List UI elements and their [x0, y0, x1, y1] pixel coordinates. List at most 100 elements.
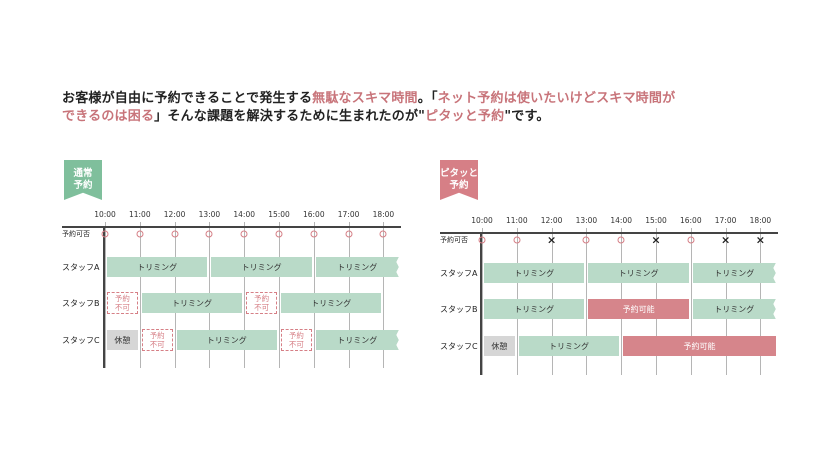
bar-text: トリミング: [618, 268, 659, 278]
grid-line: [586, 228, 588, 375]
bar-text: 予約: [149, 331, 165, 340]
time-label: 16:00: [302, 210, 325, 219]
headline-text: 。「: [417, 91, 438, 106]
schedule-bar-trim: トリミング: [484, 263, 585, 283]
bar-text: トリミング: [337, 335, 378, 345]
availability-label: 予約可否: [440, 236, 468, 244]
bar-text: 不可: [149, 340, 165, 349]
bar-text: 休憩: [491, 341, 508, 351]
bar-text: トリミング: [337, 262, 378, 272]
panel-tag-line: 予約: [449, 180, 469, 191]
schedule-bar-trim: トリミング: [518, 336, 620, 356]
time-label: 18:00: [372, 210, 395, 219]
unavailable-cross-icon: ×: [720, 233, 731, 247]
bar-text: 不可: [114, 303, 130, 312]
available-circle-icon: [379, 230, 387, 238]
headline-highlight: 無駄なスキマ時間: [312, 91, 418, 106]
availability-label: 予約可否: [62, 230, 90, 238]
grid-line: [690, 228, 692, 375]
schedule-bar-ng: 予約 不可: [281, 329, 312, 351]
bar-text: トリミング: [241, 262, 282, 272]
headline: お客様が自由に予約できることで発生する無駄なスキマ時間。「ネット予約は使いたいけ…: [62, 90, 782, 126]
time-label: 11:00: [505, 216, 528, 225]
schedule-bar-trim: トリミング: [107, 257, 208, 277]
headline-highlight: ピタッと予約: [425, 109, 505, 124]
schedule-bar-trim: トリミング: [692, 263, 776, 283]
panel-tag-line: 通常: [73, 168, 93, 179]
staff-label: スタッフC: [440, 342, 478, 351]
staff-label: スタッフC: [62, 336, 100, 345]
schedule-bar-trim: トリミング: [211, 257, 312, 277]
available-circle-icon: [513, 236, 521, 244]
unavailable-cross-icon: ×: [546, 233, 557, 247]
bar-text: トリミング: [137, 262, 178, 272]
bar-text: 予約可能: [622, 304, 655, 314]
schedule-bar-trim: トリミング: [315, 257, 399, 277]
time-label: 12:00: [163, 210, 186, 219]
schedule-bar-trim: トリミング: [176, 330, 277, 350]
grid-line: [482, 228, 483, 375]
bar-text: トリミング: [714, 304, 755, 314]
time-label: 13:00: [575, 216, 598, 225]
schedule-bar-trim: トリミング: [588, 263, 689, 283]
y-axis: [103, 226, 105, 368]
y-axis: [480, 232, 482, 375]
time-label: 17:00: [714, 216, 737, 225]
time-label: 11:00: [128, 210, 151, 219]
bar-text: トリミング: [714, 268, 755, 278]
grid-line: [279, 222, 280, 368]
available-circle-icon: [582, 236, 590, 244]
bar-text: トリミング: [171, 298, 212, 308]
headline-highlight: できるのは困る: [62, 109, 155, 124]
time-label: 14:00: [610, 216, 632, 225]
bar-text: トリミング: [311, 298, 352, 308]
staff-label: スタッフA: [62, 263, 100, 272]
schedule-bar-ng: 予約 不可: [246, 292, 277, 314]
headline-text: "です。: [504, 109, 550, 124]
time-label: 10:00: [94, 210, 116, 219]
panel-tag-line: ピタッと: [440, 168, 479, 179]
staff-label: スタッフB: [440, 305, 478, 314]
schedule-bar-trim: トリミング: [315, 330, 399, 350]
available-circle-icon: [617, 236, 625, 244]
panel-tag: ピタッと 予約: [440, 160, 478, 200]
schedule-bar-ng: 予約 不可: [141, 329, 173, 351]
time-label: 16:00: [679, 216, 702, 225]
available-circle-icon: [101, 230, 109, 238]
time-label: 10:00: [471, 216, 493, 225]
available-circle-icon: [205, 230, 213, 238]
schedule-bar-rest: 休憩: [107, 330, 138, 350]
grid-line: [105, 222, 106, 368]
panel-tag-line: 予約: [73, 180, 93, 191]
available-circle-icon: [478, 236, 486, 244]
schedule-bar-trim: トリミング: [281, 293, 382, 313]
bar-text: 予約可能: [683, 341, 716, 351]
headline-highlight: ネット予約は使いたいけどスキマ時間が: [437, 91, 676, 106]
availability-divider: [440, 232, 778, 234]
bar-text: 休憩: [114, 335, 131, 345]
time-label: 15:00: [645, 216, 667, 225]
staff-label: スタッフA: [440, 269, 478, 278]
unavailable-cross-icon: ×: [651, 233, 661, 247]
bar-text: 予約: [114, 294, 130, 303]
unavailable-cross-icon: ×: [755, 233, 765, 247]
available-circle-icon: [687, 236, 695, 244]
schedule-bar-rest: 休憩: [484, 336, 515, 356]
time-label: 13:00: [198, 210, 221, 219]
panel-tag: 通常 予約: [64, 160, 102, 200]
bar-text: 予約: [254, 294, 270, 303]
staff-label: スタッフB: [62, 299, 100, 308]
schedule-bar-book: 予約可能: [588, 299, 689, 319]
available-circle-icon: [136, 230, 144, 238]
available-circle-icon: [171, 230, 179, 238]
bar-text: トリミング: [514, 268, 555, 278]
bar-text: トリミング: [514, 304, 555, 314]
schedule-bar-ng: 予約 不可: [107, 292, 138, 314]
time-label: 12:00: [540, 216, 563, 225]
bar-text: トリミング: [206, 335, 247, 345]
bar-text: 予約: [288, 331, 304, 340]
headline-text: 」そんな課題を解決するために生まれたのが": [154, 109, 426, 124]
available-circle-icon: [275, 230, 283, 238]
time-label: 18:00: [749, 216, 772, 225]
grid-line: [383, 222, 385, 368]
